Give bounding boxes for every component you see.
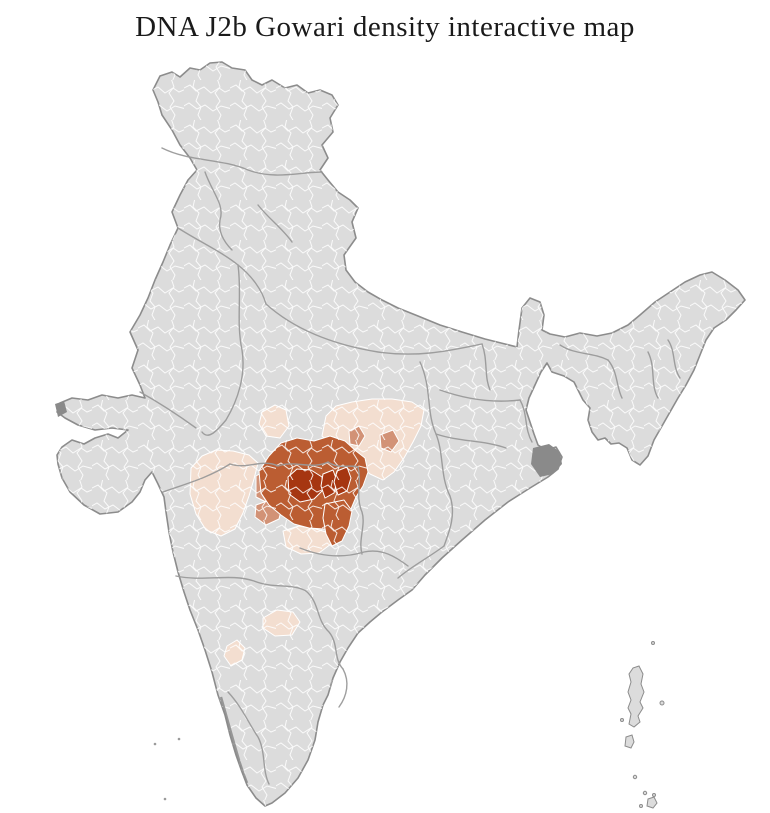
lakshadweep-islands[interactable] [153, 737, 181, 801]
page-title: DNA J2b Gowari density interactive map [135, 11, 635, 43]
wetland-patches [55, 401, 562, 784]
state-borders [139, 147, 681, 785]
district-mesh-overlay [57, 62, 745, 806]
kerala-backwaters-strip [219, 696, 249, 784]
kutch-west-patch [55, 401, 67, 417]
sundarbans-delta-patch [531, 444, 562, 477]
andaman-nicobar-islands[interactable] [620, 641, 665, 809]
